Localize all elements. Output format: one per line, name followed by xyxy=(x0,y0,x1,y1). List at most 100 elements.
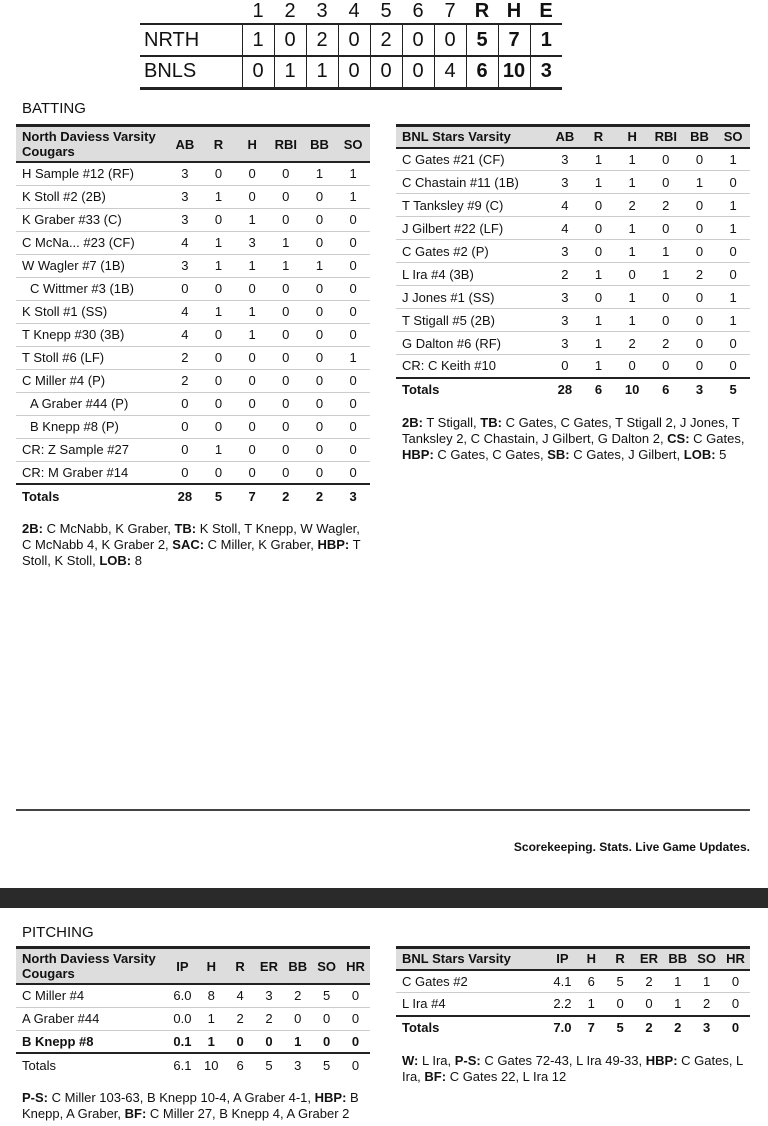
stat-cell: 6.0 xyxy=(168,984,197,1008)
note-label: 2B: xyxy=(402,414,423,430)
player-name[interactable]: K Stoll #2 (2B) xyxy=(16,185,168,209)
linescore-cell: 0 xyxy=(401,56,434,88)
player-row: L Ira #4 2.2 1 0 0 1 2 0 xyxy=(396,992,750,1016)
player-name[interactable]: K Stoll #1 (SS) xyxy=(16,300,168,324)
stat-cell: 0 xyxy=(682,216,717,240)
totals-cell: 3 xyxy=(336,483,370,507)
player-name[interactable]: A Graber #44 xyxy=(16,1007,168,1031)
note-label: CS: xyxy=(667,430,690,446)
player-name[interactable]: C McNa... #23 (CF) xyxy=(16,231,168,255)
column-header: North Daviess Varsity Cougars xyxy=(16,946,168,985)
stat-cell: 1 xyxy=(692,969,722,993)
linescore-cell: 0 xyxy=(433,24,466,56)
stat-cell: 0 xyxy=(302,346,337,370)
linescore-cell: 0 xyxy=(337,56,370,88)
player-name[interactable]: C Gates #21 (CF) xyxy=(396,147,548,171)
totals-row: Totals 28 6 10 6 3 5 xyxy=(396,376,750,401)
totals-cell: 0 xyxy=(341,1052,370,1076)
stat-cell: 1 xyxy=(336,162,370,186)
player-name[interactable]: A Graber #44 (P) xyxy=(16,392,168,416)
stat-cell: 2 xyxy=(615,193,649,217)
stat-cell: 2 xyxy=(648,331,683,355)
player-name[interactable]: T Stigall #5 (2B) xyxy=(396,308,548,332)
stat-cell: 3 xyxy=(235,231,269,255)
stat-cell: 1 xyxy=(201,438,236,462)
stat-cell: 0 xyxy=(721,992,750,1016)
stat-cell: 3 xyxy=(168,185,202,209)
player-name[interactable]: K Graber #33 (C) xyxy=(16,208,168,232)
player-name[interactable]: C Miller #4 xyxy=(16,984,168,1008)
player-name[interactable]: C Gates #2 (P) xyxy=(396,239,548,263)
player-name[interactable]: C Miller #4 (P) xyxy=(16,369,168,393)
column-header: BNL Stars Varsity xyxy=(396,124,548,149)
player-name[interactable]: L Ira #4 (3B) xyxy=(396,262,548,286)
stat-cell: 1 xyxy=(201,254,236,278)
stat-cell: 0 xyxy=(336,300,370,324)
stat-cell: 0 xyxy=(268,162,303,186)
player-name[interactable]: B Knepp #8 xyxy=(16,1030,168,1054)
stat-cell: 0 xyxy=(268,277,303,301)
column-header: R xyxy=(581,124,616,149)
note-label: W: xyxy=(402,1052,419,1068)
stat-cell: 0 xyxy=(268,461,303,485)
player-name[interactable]: H Sample #12 (RF) xyxy=(16,162,168,186)
stat-cell: 0 xyxy=(235,461,269,485)
player-name[interactable]: T Knepp #30 (3B) xyxy=(16,323,168,347)
player-name[interactable]: B Knepp #8 (P) xyxy=(16,415,168,439)
stat-cell: 0 xyxy=(201,369,236,393)
stat-cell: 0 xyxy=(302,438,337,462)
stat-cell: 1 xyxy=(581,331,616,355)
totals-row: Totals 6.1 10 6 5 3 5 0 xyxy=(16,1052,370,1076)
player-name[interactable]: C Gates #2 xyxy=(396,969,548,993)
linescore-cell: 3 xyxy=(529,56,562,88)
stat-cell: 1 xyxy=(196,1030,226,1054)
player-name[interactable]: C Wittmer #3 (1B) xyxy=(16,277,168,301)
player-name[interactable]: CR: C Keith #10 xyxy=(396,354,548,378)
player-name[interactable]: W Wagler #7 (1B) xyxy=(16,254,168,278)
totals-cell: 6 xyxy=(225,1052,255,1076)
note-text: C Gates, xyxy=(689,430,745,446)
stat-cell: 3 xyxy=(168,162,202,186)
stat-cell: 3 xyxy=(548,285,582,309)
stat-cell: 0 xyxy=(548,354,582,378)
column-header: ER xyxy=(254,946,284,985)
stat-cell: 0 xyxy=(302,277,337,301)
player-name[interactable]: G Dalton #6 (RF) xyxy=(396,331,548,355)
stat-cell: 3 xyxy=(548,308,582,332)
player-name[interactable]: J Gilbert #22 (LF) xyxy=(396,216,548,240)
linescore-cell: 1 xyxy=(273,56,306,88)
home-pitching-column: North Daviess Varsity Cougars IP H R ER BB SO H… xyxy=(16,946,370,1122)
totals-cell: 3 xyxy=(692,1014,722,1039)
stat-cell: 0 xyxy=(648,216,683,240)
player-name[interactable]: T Tanksley #9 (C) xyxy=(396,193,548,217)
player-name[interactable]: J Jones #1 (SS) xyxy=(396,285,548,309)
stat-cell: 0 xyxy=(581,285,616,309)
stat-cell: 0 xyxy=(302,415,337,439)
column-header: BB xyxy=(663,946,693,971)
stat-cell: 0 xyxy=(302,369,337,393)
player-name[interactable]: L Ira #4 xyxy=(396,992,548,1016)
stat-cell: 0 xyxy=(268,438,303,462)
player-name[interactable]: T Stoll #6 (LF) xyxy=(16,346,168,370)
totals-cell: 5 xyxy=(716,376,750,401)
stat-cell: 2 xyxy=(225,1007,255,1031)
divider xyxy=(16,809,750,811)
totals-cell: 10 xyxy=(615,376,649,401)
stat-cell: 0 xyxy=(341,1007,370,1031)
stat-cell: 1 xyxy=(682,170,717,194)
stat-cell: 4 xyxy=(168,323,202,347)
stat-cell: 0 xyxy=(283,1007,313,1031)
stat-cell: 0 xyxy=(302,461,337,485)
stat-cell: 0 xyxy=(168,438,202,462)
stat-cell: 1 xyxy=(581,147,616,171)
batting-heading: BATTING xyxy=(22,100,86,117)
totals-cell: 2 xyxy=(268,483,303,507)
totals-cell: 5 xyxy=(312,1052,342,1076)
player-row: B Knepp #8 (P) 0 0 0 0 0 0 xyxy=(16,415,370,439)
player-name[interactable]: CR: M Graber #14 xyxy=(16,461,168,485)
stat-cell: 8 xyxy=(196,984,226,1008)
player-name[interactable]: CR: Z Sample #27 xyxy=(16,438,168,462)
stat-cell: 1 xyxy=(576,992,606,1016)
stat-cell: 0 xyxy=(235,415,269,439)
player-name[interactable]: C Chastain #11 (1B) xyxy=(396,170,548,194)
